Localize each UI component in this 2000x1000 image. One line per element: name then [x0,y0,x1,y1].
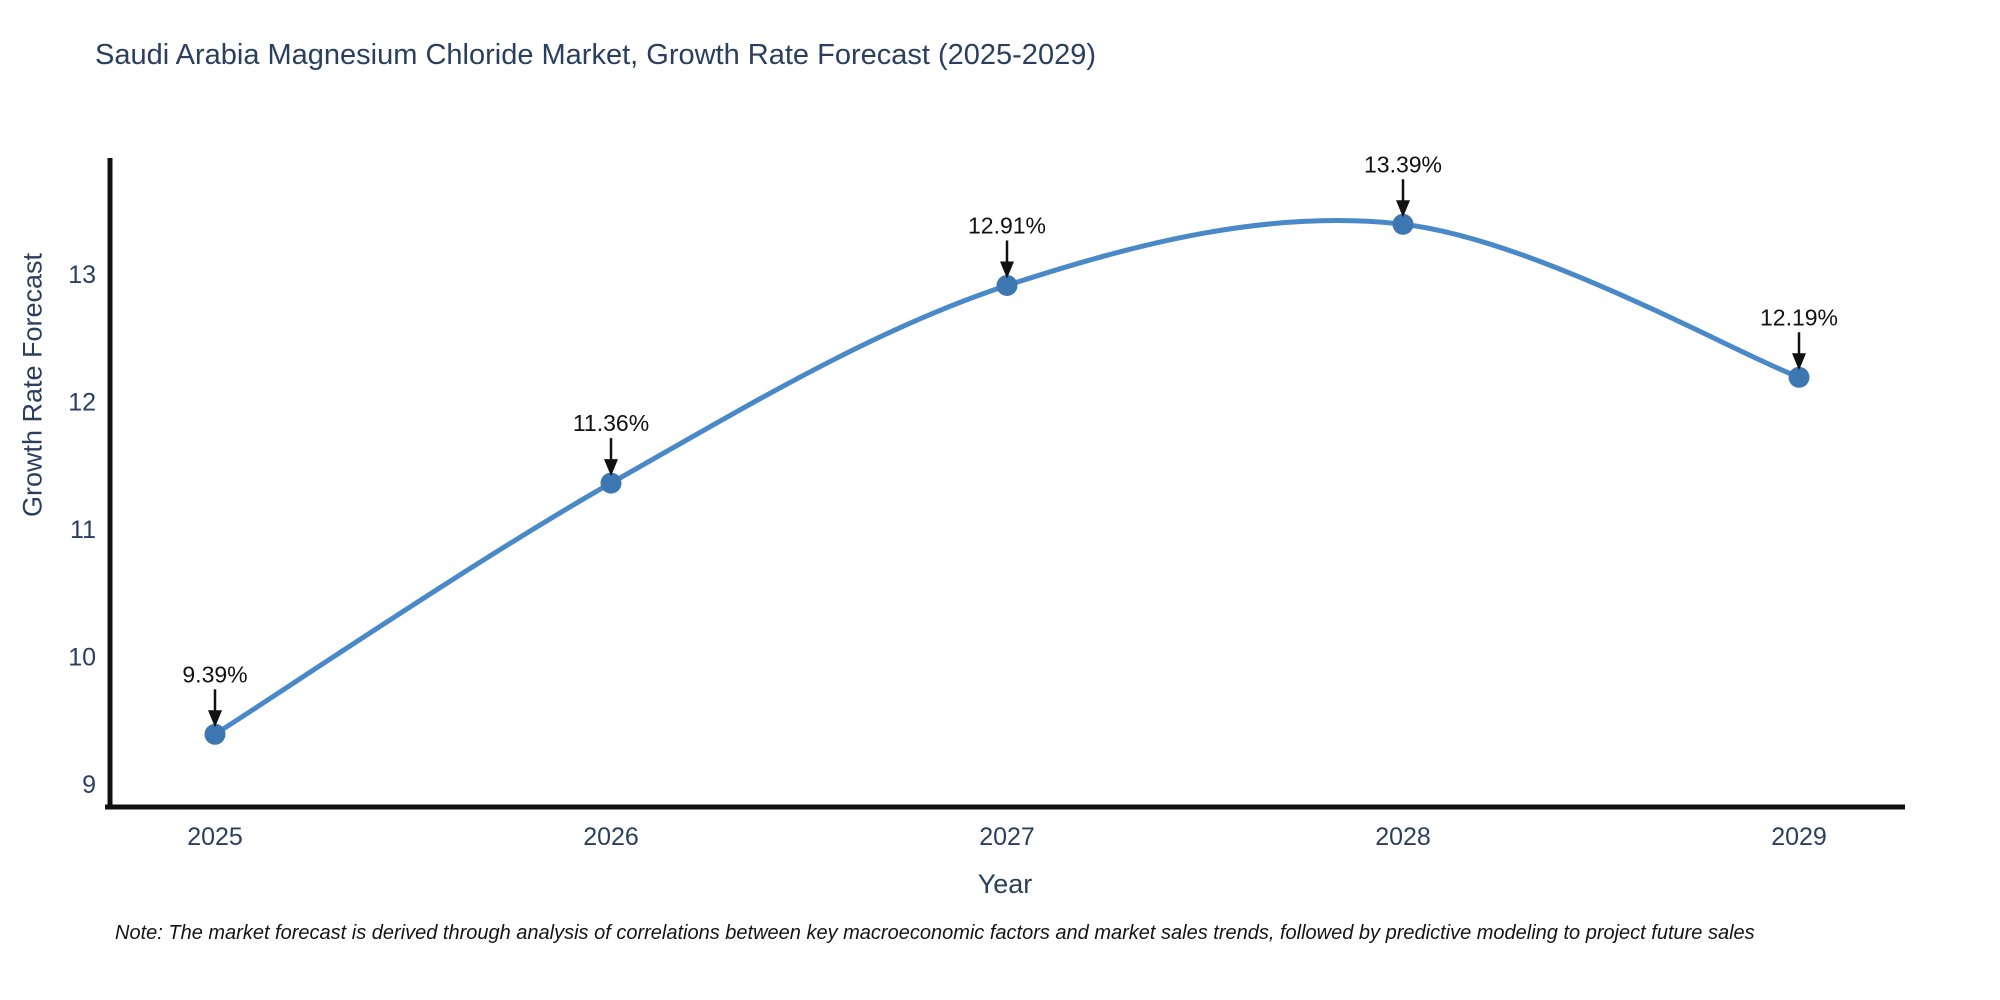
y-tick-label: 9 [82,771,96,799]
x-tick-label: 2026 [583,823,639,851]
x-tick-label: 2028 [1375,823,1431,851]
data-point-marker [1392,213,1414,235]
data-point-label: 9.39% [182,661,247,687]
annotation-arrowhead-icon [1792,353,1806,371]
x-tick-label: 2025 [187,823,243,851]
forecast-spline-line [212,218,1802,737]
data-point-marker [1788,366,1810,388]
annotation-arrowhead-icon [1396,200,1410,218]
data-point-marker [204,723,226,745]
data-point-label: 11.36% [573,410,649,436]
annotation-arrowhead-icon [208,710,222,728]
x-tick-label: 2029 [1771,823,1827,851]
y-tick-label: 11 [70,516,96,544]
data-point-label: 13.39% [1364,151,1442,177]
data-point-label: 12.19% [1760,304,1838,330]
x-tick-label: 2027 [979,823,1035,851]
data-point-marker [600,472,622,494]
chart-title: Saudi Arabia Magnesium Chloride Market, … [95,39,1096,71]
x-axis-title: Year [977,869,1033,899]
annotation-arrowhead-icon [604,459,618,477]
data-point-label: 12.91% [968,212,1046,238]
y-tick-label: 12 [68,389,96,417]
y-tick-label: 13 [68,261,96,289]
data-point-marker [996,274,1018,296]
annotation-arrowhead-icon [1000,261,1014,279]
y-tick-label: 10 [68,644,96,672]
chart-footnote: Note: The market forecast is derived thr… [115,922,1755,944]
